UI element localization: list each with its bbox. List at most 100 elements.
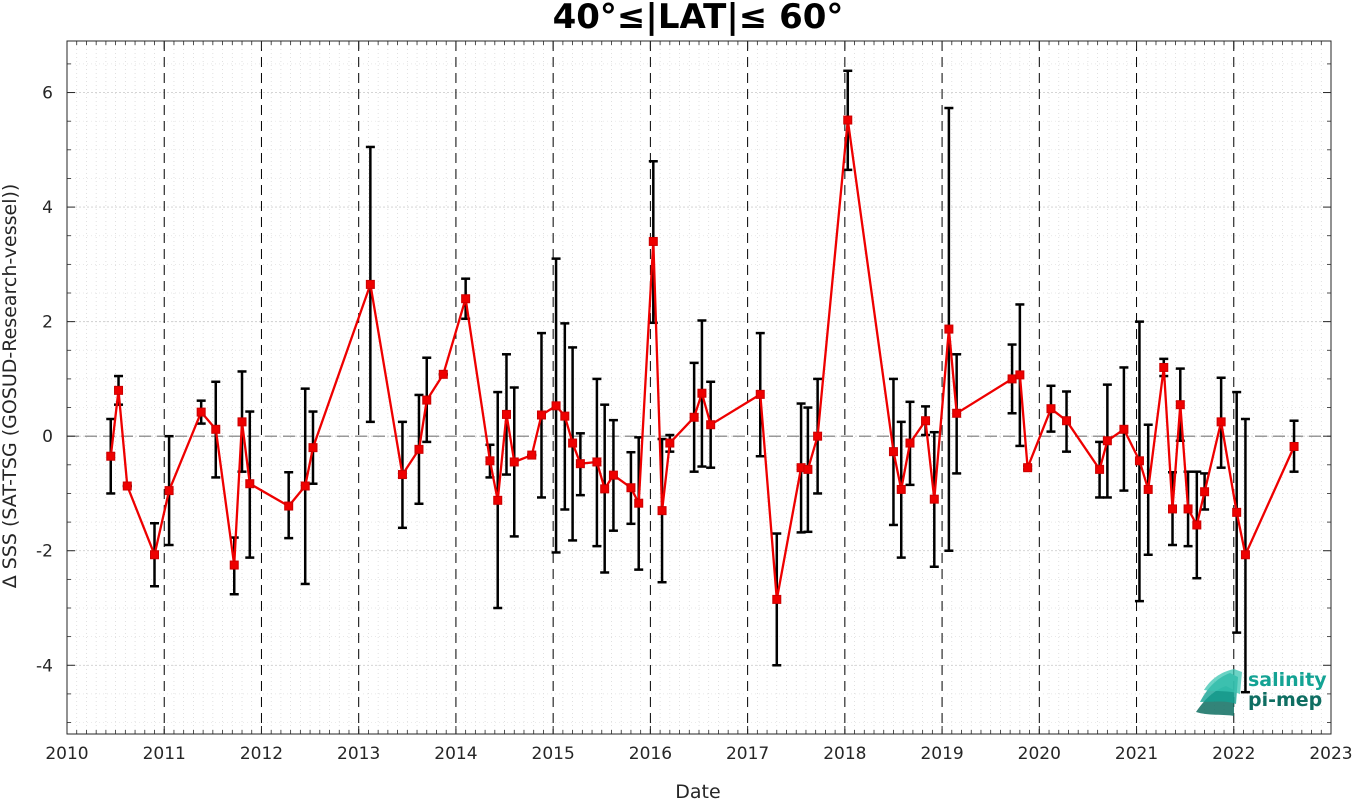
- data-point-marker: [211, 424, 221, 434]
- data-point-marker: [929, 494, 939, 504]
- data-point-marker: [461, 294, 471, 304]
- data-point-marker: [501, 409, 511, 419]
- data-point-marker: [921, 416, 931, 426]
- data-point-marker: [1015, 370, 1025, 380]
- x-tick-label: 2021: [1115, 744, 1158, 764]
- axis-ticks: [66, 41, 1332, 734]
- y-tick-label: 2: [42, 313, 53, 333]
- data-point-marker: [944, 324, 954, 334]
- data-point-marker: [122, 481, 132, 491]
- data-point-marker: [665, 438, 675, 448]
- wave-logo-icon: [1196, 669, 1242, 716]
- x-axis-label: Date: [675, 781, 720, 801]
- data-point-marker: [952, 408, 962, 418]
- data-point-marker: [1240, 550, 1250, 560]
- x-tick-label: 2014: [434, 744, 477, 764]
- y-tick-label: -4: [36, 656, 53, 676]
- data-point-marker: [308, 443, 318, 453]
- y-tick-label: -2: [36, 542, 53, 562]
- data-point-marker: [648, 236, 658, 246]
- data-point-marker: [905, 438, 915, 448]
- data-point-marker: [772, 594, 782, 604]
- logo-line1: salinity: [1248, 669, 1327, 691]
- grid: [67, 41, 1331, 734]
- data-point-marker: [438, 369, 448, 379]
- x-tick-label: 2010: [45, 744, 88, 764]
- data-point-marker: [1095, 464, 1105, 474]
- data-point-marker: [1183, 504, 1193, 514]
- data-point-marker: [485, 456, 495, 466]
- plot-frame: [66, 40, 1332, 735]
- y-tick-label: 4: [42, 198, 53, 218]
- data-point-marker: [575, 459, 585, 469]
- data-point-marker: [843, 115, 853, 125]
- salinity-pimep-logo: salinity pi-mep: [1196, 669, 1327, 716]
- data-point-marker: [657, 506, 667, 516]
- data-point-marker: [414, 444, 424, 454]
- data-point-marker: [1168, 504, 1178, 514]
- data-point-marker: [164, 486, 174, 496]
- x-tick-labels: 2010 2011 2012 2013 2014 2015 2016 2017 2018 2019…: [45, 744, 1352, 764]
- year-lines: [163, 41, 1235, 734]
- data-point-marker: [229, 560, 239, 570]
- x-tick-label: 2016: [629, 744, 672, 764]
- data-point-marker: [1023, 463, 1033, 473]
- data-point-marker: [365, 279, 375, 289]
- logo-line2: pi-mep: [1248, 689, 1322, 711]
- data-point-marker: [1062, 416, 1072, 426]
- data-point-marker: [568, 438, 578, 448]
- data-point-marker: [150, 550, 160, 560]
- y-axis-label: Δ SSS (SAT-TSG (GOSUD-Research-vessel)): [0, 184, 21, 589]
- data-series: [106, 115, 1299, 604]
- data-point-marker: [697, 388, 707, 398]
- x-tick-label: 2018: [823, 744, 866, 764]
- data-point-marker: [536, 410, 546, 420]
- data-point-marker: [1134, 456, 1144, 466]
- data-point-marker: [1200, 487, 1210, 497]
- data-point-marker: [1007, 374, 1017, 384]
- data-point-marker: [106, 451, 116, 461]
- data-point-marker: [634, 498, 644, 508]
- data-point-marker: [1046, 404, 1056, 414]
- data-point-marker: [813, 431, 823, 441]
- x-tick-label: 2015: [532, 744, 575, 764]
- data-point-marker: [493, 495, 503, 505]
- x-tick-label: 2013: [337, 744, 380, 764]
- data-point-marker: [755, 389, 765, 399]
- x-tick-label: 2012: [240, 744, 283, 764]
- data-point-marker: [1159, 362, 1169, 372]
- y-tick-label: 6: [42, 84, 53, 104]
- data-point-marker: [803, 464, 813, 474]
- data-point-marker: [600, 484, 610, 494]
- error-bars: [106, 69, 1299, 694]
- data-point-marker: [1192, 520, 1202, 530]
- data-point-marker: [1102, 436, 1112, 446]
- data-point-marker: [551, 401, 561, 411]
- data-point-marker: [114, 385, 124, 395]
- data-point-marker: [196, 407, 206, 417]
- data-point-marker: [1216, 417, 1226, 427]
- data-point-marker: [422, 395, 432, 405]
- data-point-marker: [1175, 400, 1185, 410]
- data-point-marker: [888, 447, 898, 457]
- x-tick-label: 2017: [726, 744, 769, 764]
- data-point-marker: [592, 457, 602, 467]
- x-tick-label: 2019: [920, 744, 963, 764]
- y-tick-label: 0: [42, 427, 53, 447]
- data-point-marker: [237, 417, 247, 427]
- data-point-marker: [245, 479, 255, 489]
- data-point-marker: [527, 450, 537, 460]
- data-point-marker: [300, 481, 310, 491]
- chart-title: 40°≤|LAT|≤ 60°: [553, 0, 844, 37]
- data-point-marker: [896, 484, 906, 494]
- x-tick-label: 2020: [1018, 744, 1061, 764]
- data-point-marker: [689, 412, 699, 422]
- data-point-marker: [509, 457, 519, 467]
- data-point-marker: [1143, 484, 1153, 494]
- x-tick-label: 2011: [143, 744, 186, 764]
- data-point-marker: [706, 420, 716, 430]
- data-point-marker: [1232, 507, 1242, 517]
- x-tick-label: 2023: [1309, 744, 1352, 764]
- y-tick-labels: -4 -2 0 2 4 6: [36, 84, 53, 677]
